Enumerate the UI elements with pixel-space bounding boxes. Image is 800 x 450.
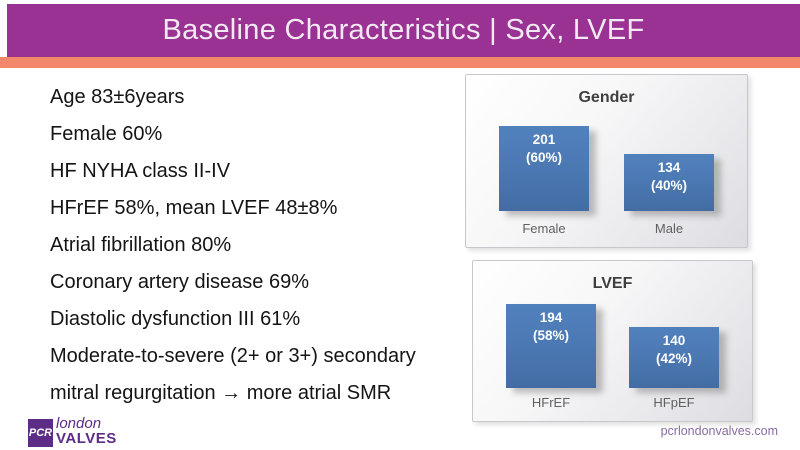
gender-chart-category-labels: Female Male bbox=[466, 221, 747, 236]
bar-value-label: (42%) bbox=[655, 351, 692, 366]
text-line: Diastolic dysfunction III 61% bbox=[50, 308, 301, 330]
text-line: Atrial fibrillation 80% bbox=[50, 234, 232, 256]
bar-value-label: (60%) bbox=[525, 150, 562, 165]
bar-male: 134 (40%) bbox=[624, 154, 714, 211]
text-line: Age 83±6years bbox=[50, 86, 185, 108]
bar-hfpef: 140 (42%) bbox=[629, 327, 719, 388]
logo-london-text: london bbox=[56, 415, 102, 432]
text-line: Coronary artery disease 69% bbox=[50, 271, 310, 293]
gender-chart: Gender 201 (60%) 134 (40%) Female Male bbox=[465, 74, 748, 248]
category-label: HFpEF bbox=[653, 395, 695, 410]
lvef-chart-title: LVEF bbox=[592, 275, 633, 292]
bar-value-label: (40%) bbox=[650, 178, 687, 193]
category-label: HFrEF bbox=[531, 395, 571, 410]
bar-column: 201 (60%) bbox=[484, 126, 604, 211]
logo-text: london VALVES bbox=[56, 416, 117, 447]
header-bar: Baseline Characteristics | Sex, LVEF bbox=[7, 4, 800, 57]
bar-hfref: 194 (58%) bbox=[506, 304, 596, 388]
gender-chart-title: Gender bbox=[578, 89, 635, 106]
text-line: HFrEF 58%, mean LVEF 48±8% bbox=[50, 197, 338, 219]
bullet-list: Age 83±6years Female 60% HF NYHA class II-… bbox=[50, 79, 480, 412]
bar-column: 134 (40%) bbox=[609, 154, 729, 211]
header-accent-bar bbox=[0, 57, 800, 68]
category-label: Female bbox=[522, 221, 566, 236]
lvef-chart: LVEF 194 (58%) 140 (42%) HFrEF HFpEF bbox=[472, 260, 753, 422]
bar-column: 194 (58%) bbox=[491, 304, 611, 388]
gender-chart-bars: 201 (60%) 134 (40%) bbox=[466, 126, 747, 211]
bar-column: 140 (42%) bbox=[614, 327, 734, 388]
category-label: Male bbox=[654, 221, 684, 236]
pcr-london-valves-logo: PCR london VALVES bbox=[28, 416, 117, 447]
bar-value-label: 194 bbox=[539, 310, 563, 325]
pcr-logo-mark: PCR bbox=[28, 419, 53, 447]
footer-website-url: pcrlondonvalves.com bbox=[660, 424, 778, 438]
bar-value-label: (58%) bbox=[532, 328, 569, 343]
text-line: Moderate-to-severe (2+ or 3+) secondary bbox=[50, 345, 416, 367]
logo-valves-text: VALVES bbox=[56, 430, 117, 447]
bar-value-label: 201 bbox=[532, 132, 556, 147]
bar-value-label: 140 bbox=[662, 333, 686, 348]
bar-value-label: 134 bbox=[657, 160, 681, 175]
slide-title: Baseline Characteristics | Sex, LVEF bbox=[162, 14, 645, 46]
text-line: Female 60% bbox=[50, 123, 163, 145]
text-line: HF NYHA class II-IV bbox=[50, 160, 231, 182]
lvef-chart-bars: 194 (58%) 140 (42%) bbox=[473, 304, 752, 388]
lvef-chart-category-labels: HFrEF HFpEF bbox=[473, 395, 752, 410]
text-line: mitral regurgitation → more atrial SMR bbox=[50, 382, 392, 404]
bar-female: 201 (60%) bbox=[499, 126, 589, 211]
